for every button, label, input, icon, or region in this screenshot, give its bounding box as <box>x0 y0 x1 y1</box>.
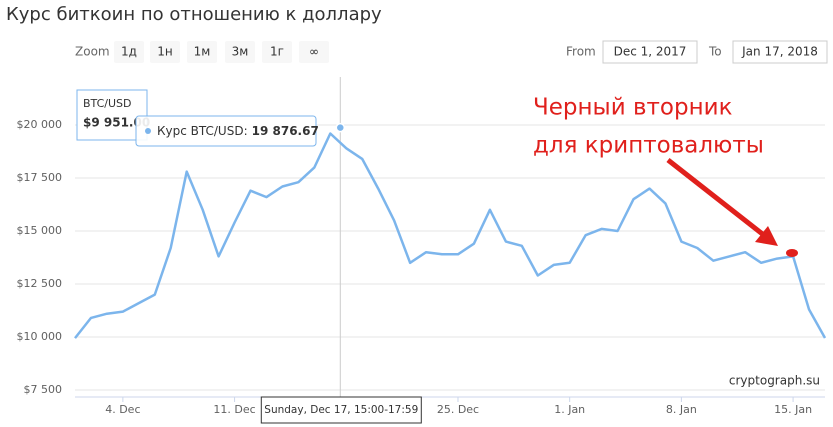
zoom-label: Zoom <box>75 45 110 59</box>
tooltip-series: Курс BTC/USD: <box>157 124 248 138</box>
x-tick-label: 15. Jan <box>774 403 812 416</box>
y-tick-label: $7 500 <box>24 383 63 396</box>
zoom-button[interactable] <box>225 41 255 63</box>
to-label: To <box>708 45 722 59</box>
zoom-button-label: 1н <box>157 45 172 59</box>
from-input[interactable] <box>602 40 698 64</box>
zoom-button-label: 1д <box>121 45 137 59</box>
y-tick-label: $15 000 <box>17 224 63 237</box>
from-label: From <box>566 45 596 59</box>
annotation-line: Черный вторник <box>533 95 733 121</box>
annotation-arrowhead <box>755 226 778 246</box>
zoom-button[interactable] <box>114 41 144 63</box>
crosshair-label-box <box>260 396 422 424</box>
tooltip: Курс BTC/USD: 19 876.67 Sunday, Dec 17, 15… <box>135 115 422 424</box>
chart-title: Курс биткоин по отношению к доллару <box>6 4 382 25</box>
x-tick-label: 25. Dec <box>437 403 479 416</box>
x-tick-label: 11. Dec <box>213 403 255 416</box>
tooltip-value: 19 876.67 <box>252 124 319 138</box>
annotation-line: для криптовалюты <box>533 133 764 159</box>
tooltip-text: Курс BTC/USD: 19 876.67 <box>157 124 319 138</box>
credit: cryptograph.su <box>729 374 820 388</box>
last-value-box <box>76 89 148 141</box>
y-tick-label: $17 500 <box>17 171 63 184</box>
plot-area: $7 500 $10 000 $12 500 $15 000 $17 500 $20 00… <box>17 77 827 416</box>
zoom-button[interactable] <box>150 41 180 63</box>
tooltip-box <box>135 115 317 147</box>
price-line <box>74 132 827 339</box>
zoom-button-label: 1м <box>194 45 211 59</box>
crosshair-label: Sunday, Dec 17, 15:00-17:59 <box>264 404 418 416</box>
x-tick-label: 4. Dec <box>105 403 140 416</box>
tooltip-bullet <box>145 128 151 134</box>
last-value: $9 951.00 <box>83 116 150 130</box>
annotation-marker <box>786 249 798 257</box>
zoom-button[interactable] <box>299 41 329 63</box>
y-tick-label: $12 500 <box>17 277 63 290</box>
from-value: Dec 1, 2017 <box>614 45 687 59</box>
annotation-arrow <box>666 158 767 238</box>
hover-point <box>335 122 346 133</box>
to-input[interactable] <box>732 40 828 64</box>
y-tick-label: $20 000 <box>17 118 63 131</box>
to-value: Jan 17, 2018 <box>741 45 818 59</box>
x-tick-label: 8. Jan <box>666 403 697 416</box>
x-tick-label: 1. Jan <box>554 403 585 416</box>
zoom-button[interactable] <box>187 41 217 63</box>
zoom-button-label: 3м <box>232 45 249 59</box>
zoom-buttons: 1д 1н 1м 3м 1г ∞ <box>114 41 329 63</box>
zoom-button[interactable] <box>262 41 292 63</box>
y-tick-label: $10 000 <box>17 330 63 343</box>
zoom-button-label: ∞ <box>309 45 319 59</box>
zoom-button-label: 1г <box>270 45 284 59</box>
last-label: BTC/USD <box>83 97 132 110</box>
